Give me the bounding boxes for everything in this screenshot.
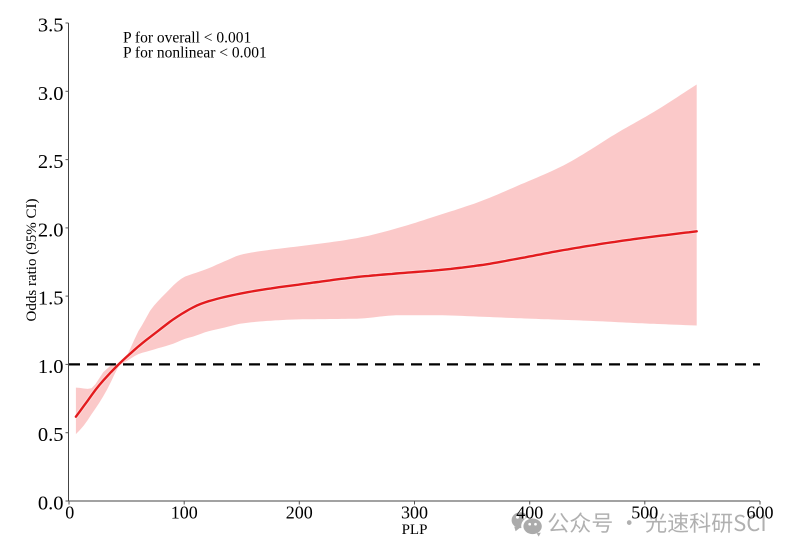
svg-text:P for overall < 0.001: P for overall < 0.001 (123, 29, 251, 46)
svg-text:100: 100 (171, 503, 198, 523)
svg-text:3.5: 3.5 (38, 15, 64, 37)
svg-text:500: 500 (631, 503, 658, 523)
svg-text:2.5: 2.5 (38, 151, 64, 173)
svg-text:200: 200 (286, 503, 313, 523)
svg-text:P for nonlinear < 0.001: P for nonlinear < 0.001 (123, 44, 267, 61)
svg-text:2.0: 2.0 (38, 219, 64, 241)
svg-text:3.0: 3.0 (38, 83, 64, 105)
svg-text:1.5: 1.5 (38, 288, 64, 310)
svg-text:PLP: PLP (402, 522, 428, 538)
svg-text:0: 0 (65, 503, 74, 523)
svg-text:600: 600 (747, 503, 774, 523)
svg-text:0.0: 0.0 (38, 493, 64, 515)
svg-text:400: 400 (516, 503, 543, 523)
svg-text:0.5: 0.5 (38, 424, 64, 446)
svg-text:300: 300 (401, 503, 428, 523)
svg-text:1.0: 1.0 (38, 356, 64, 378)
svg-text:Odds ratio (95% CI): Odds ratio (95% CI) (24, 199, 40, 322)
